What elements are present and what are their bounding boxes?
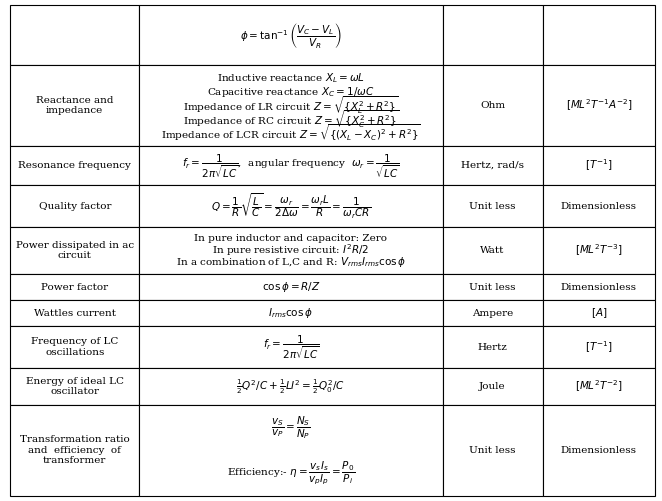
Text: Resonance frequency: Resonance frequency <box>19 161 131 170</box>
Text: $[T^{-1}]$: $[T^{-1}]$ <box>585 158 612 173</box>
Bar <box>442 227 543 274</box>
Text: Hertz: Hertz <box>477 343 508 352</box>
Text: $f_r = \dfrac{1}{2\pi\sqrt{LC}}$: $f_r = \dfrac{1}{2\pi\sqrt{LC}}$ <box>263 333 319 361</box>
Bar <box>543 368 655 405</box>
Text: Impedance of LR circuit $Z = \sqrt{\{X_L^2 + R^2\}}$: Impedance of LR circuit $Z = \sqrt{\{X_L… <box>183 95 399 116</box>
Text: In pure resistive circuit: $I^2R/2$: In pure resistive circuit: $I^2R/2$ <box>213 242 369 259</box>
Text: Capacitive reactance $X_C = 1/\omega C$: Capacitive reactance $X_C = 1/\omega C$ <box>207 85 375 99</box>
Bar <box>139 368 442 405</box>
Text: Frequency of LC
oscillations: Frequency of LC oscillations <box>31 338 118 357</box>
Bar <box>543 65 655 146</box>
Text: Dimensionless: Dimensionless <box>561 201 637 210</box>
Text: Hertz, rad/s: Hertz, rad/s <box>461 161 524 170</box>
Text: Power dissipated in ac
circuit: Power dissipated in ac circuit <box>16 241 134 260</box>
Bar <box>543 185 655 227</box>
Bar <box>10 227 139 274</box>
Bar <box>442 146 543 185</box>
Bar <box>442 300 543 326</box>
Text: In a combination of L,C and R: $V_{rms}I_{rms}\cos\phi$: In a combination of L,C and R: $V_{rms}I… <box>175 255 406 269</box>
Text: Joule: Joule <box>479 382 506 391</box>
Bar <box>139 326 442 368</box>
Bar <box>543 5 655 65</box>
Text: Watt: Watt <box>481 246 504 255</box>
Bar <box>442 65 543 146</box>
Text: Ohm: Ohm <box>480 101 505 110</box>
Text: Wattles current: Wattles current <box>34 309 116 318</box>
Text: Ampere: Ampere <box>472 309 513 318</box>
Text: $\dfrac{v_S}{v_P} = \dfrac{N_S}{N_P}$: $\dfrac{v_S}{v_P} = \dfrac{N_S}{N_P}$ <box>271 414 310 441</box>
Text: Quality factor: Quality factor <box>38 201 111 210</box>
Bar <box>10 326 139 368</box>
Text: $\phi = \tan^{-1}\left(\dfrac{V_C - V_L}{V_R}\right)$: $\phi = \tan^{-1}\left(\dfrac{V_C - V_L}… <box>240 21 342 50</box>
Bar <box>543 146 655 185</box>
Bar <box>139 227 442 274</box>
Bar <box>139 5 442 65</box>
Text: $\cos\phi = R/Z$: $\cos\phi = R/Z$ <box>261 280 320 294</box>
Text: $Q = \dfrac{1}{R}\sqrt{\dfrac{L}{C}} = \dfrac{\omega_r}{2\Delta\omega} = \dfrac{: $Q = \dfrac{1}{R}\sqrt{\dfrac{L}{C}} = \… <box>211 191 371 221</box>
Bar <box>10 274 139 300</box>
Bar <box>10 146 139 185</box>
Bar <box>10 185 139 227</box>
Text: $[ML^2T^{-2}]$: $[ML^2T^{-2}]$ <box>575 378 623 394</box>
Text: $[T^{-1}]$: $[T^{-1}]$ <box>585 339 612 355</box>
Bar <box>139 405 442 496</box>
Bar <box>543 405 655 496</box>
Text: Unit less: Unit less <box>469 283 516 292</box>
Bar <box>543 300 655 326</box>
Bar <box>10 368 139 405</box>
Bar <box>442 405 543 496</box>
Bar <box>139 146 442 185</box>
Text: Unit less: Unit less <box>469 446 516 455</box>
Text: Reactance and
impedance: Reactance and impedance <box>36 96 113 115</box>
Text: In pure inductor and capacitor: Zero: In pure inductor and capacitor: Zero <box>195 234 387 243</box>
Text: Unit less: Unit less <box>469 201 516 210</box>
Text: Energy of ideal LC
oscillator: Energy of ideal LC oscillator <box>26 377 124 396</box>
Bar <box>543 227 655 274</box>
Text: $[A]$: $[A]$ <box>591 306 607 320</box>
Bar <box>10 5 139 65</box>
Text: Inductive reactance $X_L = \omega L$: Inductive reactance $X_L = \omega L$ <box>217 72 365 86</box>
Bar <box>139 65 442 146</box>
Text: Efficiency:- $\eta = \dfrac{v_s I_s}{v_p I_p} = \dfrac{P_0}{P_i}$: Efficiency:- $\eta = \dfrac{v_s I_s}{v_p… <box>227 459 355 487</box>
Bar <box>543 326 655 368</box>
Text: $[ML^2T^{-1}A^{-2}]$: $[ML^2T^{-1}A^{-2}]$ <box>565 98 632 113</box>
Bar <box>10 405 139 496</box>
Bar <box>442 326 543 368</box>
Bar <box>442 5 543 65</box>
Text: Dimensionless: Dimensionless <box>561 446 637 455</box>
Bar <box>139 300 442 326</box>
Text: Impedance of RC circuit $Z = \sqrt{\{X_C^2 + R^2\}}$: Impedance of RC circuit $Z = \sqrt{\{X_C… <box>183 108 399 130</box>
Text: $\frac{1}{2} Q^2/C + \frac{1}{2} LI^2 = \frac{1}{2} Q_0^2/C$: $\frac{1}{2} Q^2/C + \frac{1}{2} LI^2 = … <box>236 377 346 395</box>
Bar <box>442 368 543 405</box>
Text: $I_{rms}\cos\phi$: $I_{rms}\cos\phi$ <box>269 306 313 320</box>
Bar <box>442 185 543 227</box>
Text: Transformation ratio
and  efficiency  of
transformer: Transformation ratio and efficiency of t… <box>20 435 130 465</box>
Text: $[ML^2T^{-3}]$: $[ML^2T^{-3}]$ <box>575 242 623 259</box>
Bar <box>10 300 139 326</box>
Bar <box>139 185 442 227</box>
Bar <box>10 65 139 146</box>
Text: Dimensionless: Dimensionless <box>561 283 637 292</box>
Text: Impedance of LCR circuit $Z = \sqrt{\{(X_L - X_C)^2 + R^2\}}$: Impedance of LCR circuit $Z = \sqrt{\{(X… <box>161 122 421 143</box>
Text: Power factor: Power factor <box>41 283 109 292</box>
Text: $f_r = \dfrac{1}{2\pi\sqrt{LC}}$,  angular frequency  $\omega_r = \dfrac{1}{\sqr: $f_r = \dfrac{1}{2\pi\sqrt{LC}}$, angula… <box>182 152 400 179</box>
Bar <box>442 274 543 300</box>
Bar <box>543 274 655 300</box>
Bar <box>139 274 442 300</box>
